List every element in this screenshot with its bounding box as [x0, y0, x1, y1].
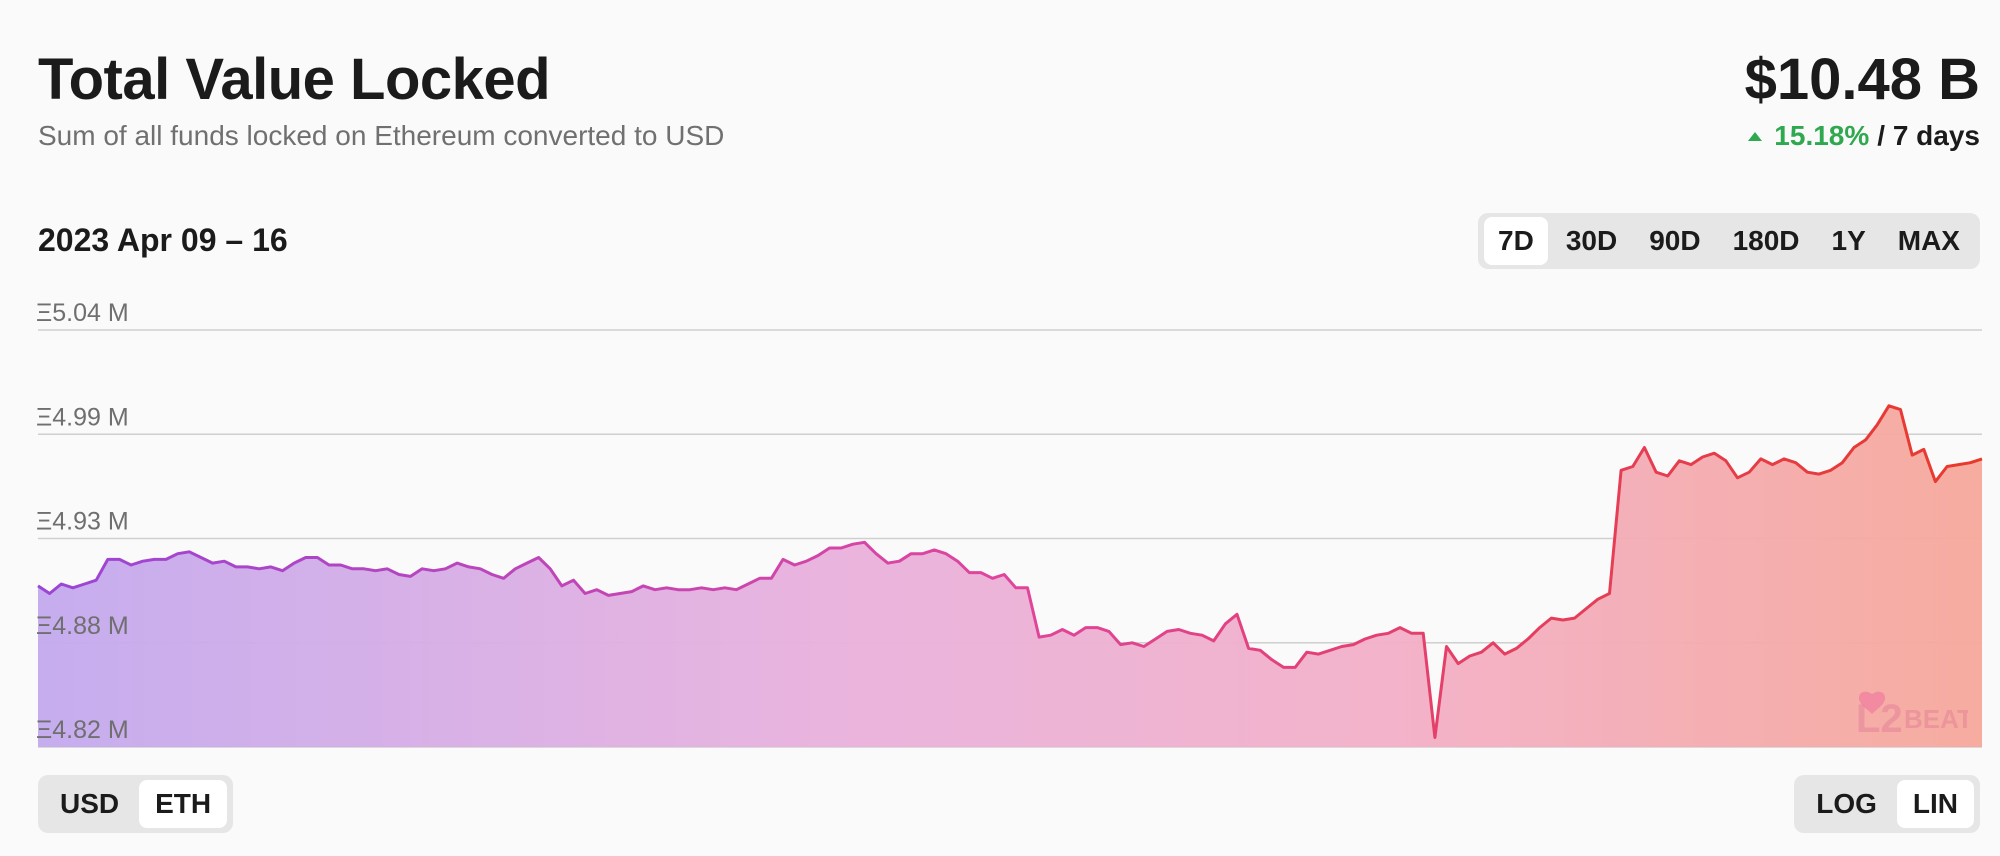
- y-tick-label: Ξ4.82 M: [36, 716, 129, 744]
- y-tick-label: Ξ4.99 M: [36, 403, 129, 431]
- range-button-180d[interactable]: 180D: [1732, 225, 1800, 256]
- range-button-max[interactable]: MAX: [1897, 225, 1960, 256]
- series-line: [37, 404, 1983, 739]
- change-period: / 7 days: [1877, 120, 1980, 151]
- triangle-up-icon: [1748, 131, 1763, 141]
- y-tick-label: Ξ4.93 M: [36, 508, 129, 536]
- range-button-7d[interactable]: 7D: [1484, 217, 1548, 265]
- svg-text:BEAT: BEAT: [1904, 704, 1968, 734]
- toggle-log[interactable]: LOG: [1816, 788, 1877, 819]
- range-button-30d[interactable]: 30D: [1565, 225, 1618, 256]
- range-button-90d[interactable]: 90D: [1649, 225, 1701, 256]
- change-summary: 15.18% / 7 days: [1748, 120, 1980, 152]
- currency-toggle: USD ETH: [38, 775, 234, 833]
- range-button-1y[interactable]: 1Y: [1831, 225, 1866, 256]
- scale-toggle: LOG LIN: [1794, 775, 1980, 833]
- y-tick-label: Ξ4.88 M: [36, 612, 129, 640]
- date-range: 2023 Apr 09 – 16: [38, 222, 288, 258]
- l2beat-logo-icon: L2 BEAT: [1856, 691, 1968, 738]
- toggle-usd[interactable]: USD: [60, 788, 120, 819]
- page-title: Total Value Locked: [38, 47, 551, 112]
- tvl-chart[interactable]: Ξ5.04 M Ξ4.99 M Ξ4.93 M Ξ4.88 M Ξ4.82 M: [0, 0, 2000, 760]
- toggle-lin[interactable]: LIN: [1896, 780, 1974, 828]
- page-subtitle: Sum of all funds locked on Ethereum conv…: [38, 120, 725, 151]
- area-fill: [38, 405, 1982, 747]
- l2beat-watermark: L2 BEAT: [1856, 688, 1968, 738]
- tvl-value: $10.48 B: [1744, 47, 1980, 112]
- toggle-eth[interactable]: ETH: [139, 780, 228, 828]
- svg-text:L2: L2: [1856, 697, 1903, 738]
- y-tick-label: Ξ5.04 M: [36, 299, 129, 327]
- change-percent: 15.18%: [1774, 120, 1870, 151]
- time-range-selector: 7D 30D 90D 180D 1Y MAX: [1478, 213, 1980, 269]
